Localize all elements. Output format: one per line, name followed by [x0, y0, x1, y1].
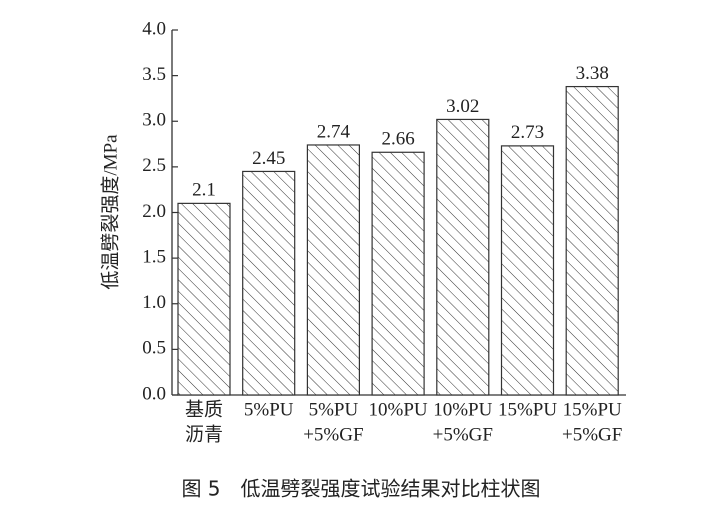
- bar: [177, 202, 231, 396]
- value-label: 3.38: [576, 63, 609, 84]
- x-tick-label: 15%PU: [498, 399, 557, 420]
- x-tick-label: 5%PU: [309, 399, 359, 420]
- value-label: 3.02: [446, 96, 479, 117]
- x-tick-label: 5%PU: [244, 399, 294, 420]
- y-tick-label: 3.0: [142, 110, 166, 131]
- x-tick-label: +5%GF: [433, 424, 493, 445]
- value-label: 2.73: [511, 122, 544, 143]
- x-tick-label: +5%GF: [562, 424, 622, 445]
- value-label: 2.66: [381, 129, 414, 150]
- y-tick-label: 2.0: [142, 201, 166, 222]
- x-tick-label: 10%PU: [433, 399, 492, 420]
- x-tick-label: 10%PU: [369, 399, 428, 420]
- x-tick-label: 基质: [185, 398, 223, 420]
- bar: [306, 144, 360, 396]
- value-label: 2.45: [252, 148, 285, 169]
- bar: [565, 85, 619, 396]
- y-tick-label: 4.0: [142, 18, 166, 39]
- bar: [242, 170, 296, 396]
- y-tick-label: 3.5: [142, 64, 166, 85]
- value-label: 2.74: [317, 121, 351, 142]
- x-tick-label: +5%GF: [303, 424, 363, 445]
- bar: [371, 151, 425, 396]
- chart-caption: 图 5 低温劈裂强度试验结果对比柱状图: [181, 477, 540, 501]
- y-tick-label: 1.5: [142, 246, 166, 267]
- y-tick-label: 0.5: [142, 338, 166, 359]
- bar: [436, 118, 490, 396]
- x-tick-label: 沥青: [185, 423, 223, 445]
- y-axis-label: 低温劈裂强度/MPa: [99, 134, 121, 290]
- x-tick-label: 15%PU: [563, 399, 622, 420]
- y-tick-label: 1.0: [142, 292, 166, 313]
- y-tick-label: 0.0: [142, 383, 166, 404]
- value-label: 2.1: [192, 180, 216, 201]
- y-tick-label: 2.5: [142, 155, 166, 176]
- bar: [500, 145, 555, 396]
